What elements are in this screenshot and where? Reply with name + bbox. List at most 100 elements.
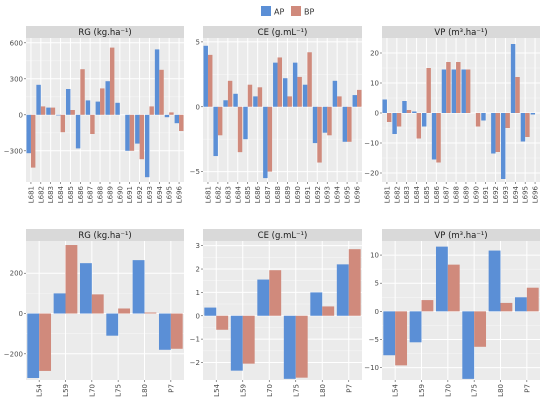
y-tick-label: 3 bbox=[196, 242, 200, 250]
bar-ap-l54 bbox=[383, 311, 396, 356]
y-tick-label: 0 bbox=[375, 110, 379, 118]
y-tick-label: 600 bbox=[10, 39, 23, 47]
bar-ap-l59 bbox=[53, 293, 66, 314]
x-tick-label: L692 bbox=[314, 186, 322, 203]
y-tick-label: 10 bbox=[370, 252, 379, 260]
panel-strip bbox=[382, 26, 540, 38]
bar-bp-l693 bbox=[327, 106, 332, 136]
bar-bp-l684 bbox=[60, 114, 66, 133]
y-tick-label: 0 bbox=[196, 103, 200, 111]
bar-ap-l54 bbox=[27, 313, 40, 378]
y-tick-label: −10 bbox=[364, 364, 379, 372]
bar-bp-l687 bbox=[267, 106, 273, 172]
bar-ap-l691 bbox=[302, 84, 308, 107]
bar-bp-l59 bbox=[65, 245, 78, 314]
bar-ap-l75 bbox=[106, 313, 119, 336]
x-tick-label: L695 bbox=[522, 186, 530, 203]
bar-ap-p7 bbox=[514, 297, 527, 312]
bar-ap-l684 bbox=[412, 111, 417, 113]
y-tick-label: 200 bbox=[10, 270, 23, 278]
x-tick-label: L683 bbox=[47, 186, 55, 203]
panel-strip bbox=[203, 26, 362, 38]
x-tick-label: L80 bbox=[141, 384, 149, 397]
bar-bp-l80 bbox=[144, 312, 157, 314]
bar-ap-l688 bbox=[95, 101, 101, 115]
y-tick-label: 20 bbox=[370, 50, 379, 58]
bar-ap-l681 bbox=[203, 45, 208, 107]
bar-bp-p7 bbox=[348, 249, 361, 316]
bar-bp-l693 bbox=[149, 106, 154, 115]
legend-label-bp: BP bbox=[304, 8, 314, 17]
bar-ap-l695 bbox=[164, 114, 170, 118]
bar-bp-l683 bbox=[50, 107, 56, 115]
panel-strip bbox=[26, 229, 184, 241]
bar-bp-l687 bbox=[446, 62, 451, 113]
bar-ap-l693 bbox=[500, 113, 506, 179]
x-tick-label: L687 bbox=[87, 186, 95, 203]
x-tick-label: L686 bbox=[77, 185, 85, 203]
panel-strip bbox=[26, 26, 184, 38]
x-tick-label: L688 bbox=[274, 186, 282, 203]
y-tick-label: 0 bbox=[375, 308, 379, 316]
x-tick-label: L688 bbox=[453, 186, 461, 203]
x-tick-label: L684 bbox=[413, 185, 421, 203]
bar-ap-l80 bbox=[488, 250, 501, 312]
bar-ap-l70 bbox=[435, 246, 448, 312]
panel-strip bbox=[382, 229, 540, 241]
bar-bp-l59 bbox=[242, 315, 255, 364]
x-tick-label: L75 bbox=[115, 384, 123, 397]
bar-ap-p7 bbox=[158, 313, 171, 350]
legend: AP BP bbox=[261, 6, 314, 17]
bar-ap-l688 bbox=[451, 69, 457, 113]
bar-ap-l682 bbox=[36, 84, 41, 115]
x-tick-label: P7 bbox=[523, 384, 531, 393]
x-tick-label: P7 bbox=[345, 384, 353, 393]
x-tick-label: L690 bbox=[116, 186, 124, 203]
bar-bp-l80 bbox=[322, 306, 335, 316]
x-tick-label: L54 bbox=[392, 383, 400, 396]
bar-ap-l687 bbox=[441, 69, 447, 113]
bar-ap-l692 bbox=[491, 113, 496, 154]
x-tick-label: L684 bbox=[234, 185, 242, 203]
panel-title: RG (kg.ha⁻¹) bbox=[78, 28, 131, 38]
plot-background bbox=[203, 241, 362, 380]
bar-ap-l687 bbox=[85, 100, 91, 115]
panel-title: VP (m³.ha⁻¹) bbox=[434, 28, 487, 38]
bar-bp-l70 bbox=[447, 264, 460, 312]
x-tick-label: L696 bbox=[354, 185, 362, 203]
bar-bp-l80 bbox=[500, 302, 513, 312]
plot-background bbox=[203, 38, 362, 182]
bar-ap-l693 bbox=[322, 106, 328, 133]
x-tick-label: L696 bbox=[176, 185, 184, 203]
x-tick-label: L80 bbox=[319, 384, 327, 397]
bar-ap-l695 bbox=[342, 106, 348, 142]
bar-ap-l692 bbox=[135, 114, 140, 144]
x-tick-label: L691 bbox=[482, 186, 490, 203]
bar-ap-l689 bbox=[461, 69, 466, 113]
bar-bp-l685 bbox=[70, 110, 75, 115]
bar-bp-p7 bbox=[170, 313, 183, 349]
bar-bp-l687 bbox=[90, 114, 95, 134]
bar-ap-l683 bbox=[46, 107, 51, 115]
x-tick-label: L54 bbox=[36, 383, 44, 396]
bar-ap-l685 bbox=[243, 106, 248, 140]
bar-bp-l688 bbox=[100, 88, 105, 115]
bar-ap-l684 bbox=[56, 114, 61, 116]
bar-ap-l681 bbox=[26, 114, 31, 154]
x-tick-label: L682 bbox=[393, 186, 401, 203]
bar-bp-l686 bbox=[257, 87, 263, 107]
bar-ap-l682 bbox=[213, 106, 218, 157]
bar-ap-l689 bbox=[105, 81, 110, 115]
y-tick-label: −200 bbox=[4, 350, 23, 358]
x-tick-label: L691 bbox=[304, 186, 312, 203]
panel-title: VP (m³.ha⁻¹) bbox=[434, 231, 487, 241]
bar-bp-l681 bbox=[386, 113, 392, 122]
bar-ap-p7 bbox=[336, 264, 349, 316]
x-tick-label: L684 bbox=[57, 185, 65, 203]
x-tick-label: L695 bbox=[166, 186, 174, 203]
x-tick-label: L695 bbox=[344, 186, 352, 203]
x-tick-label: L54 bbox=[213, 383, 221, 396]
bar-bp-l694 bbox=[515, 77, 520, 113]
x-tick-label: L689 bbox=[106, 186, 114, 203]
